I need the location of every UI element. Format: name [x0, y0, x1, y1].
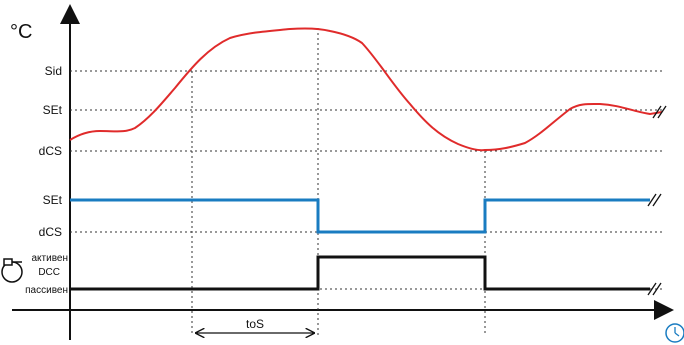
- dcc-active-label: активен: [32, 253, 69, 264]
- axis-break-icon: [647, 282, 662, 296]
- clock-icon: [665, 323, 684, 343]
- temperature-curve: [69, 27, 663, 152]
- setpoint-trace: [70, 198, 650, 234]
- axis-break-icon: [652, 105, 667, 119]
- set-label: SEt: [43, 103, 63, 117]
- dcc-passive-label: пассивен: [25, 285, 68, 296]
- tos-label: toS: [246, 317, 264, 331]
- dcc-state-trace: [70, 255, 650, 291]
- setpoint-dcs-label: dCS: [39, 225, 62, 239]
- compressor-icon: [1, 258, 23, 283]
- temperature-unit-label: °C: [10, 21, 32, 43]
- sid-label: Sid: [45, 64, 62, 78]
- axis-break-icon: [647, 193, 662, 207]
- setpoint-set-label: SEt: [43, 193, 63, 207]
- dcc-name-label: DCC: [38, 267, 60, 278]
- dcs-label: dCS: [39, 144, 62, 158]
